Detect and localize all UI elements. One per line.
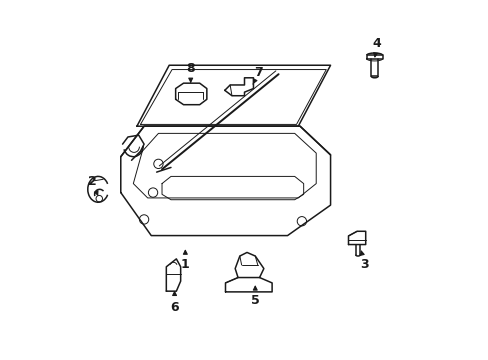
Text: 1: 1 — [181, 250, 189, 271]
Text: 8: 8 — [186, 62, 195, 82]
Text: 7: 7 — [252, 66, 263, 84]
Text: 6: 6 — [170, 292, 179, 314]
Text: 2: 2 — [87, 175, 98, 195]
Text: 5: 5 — [250, 286, 259, 307]
Text: 4: 4 — [372, 37, 381, 57]
Text: 3: 3 — [360, 251, 368, 271]
